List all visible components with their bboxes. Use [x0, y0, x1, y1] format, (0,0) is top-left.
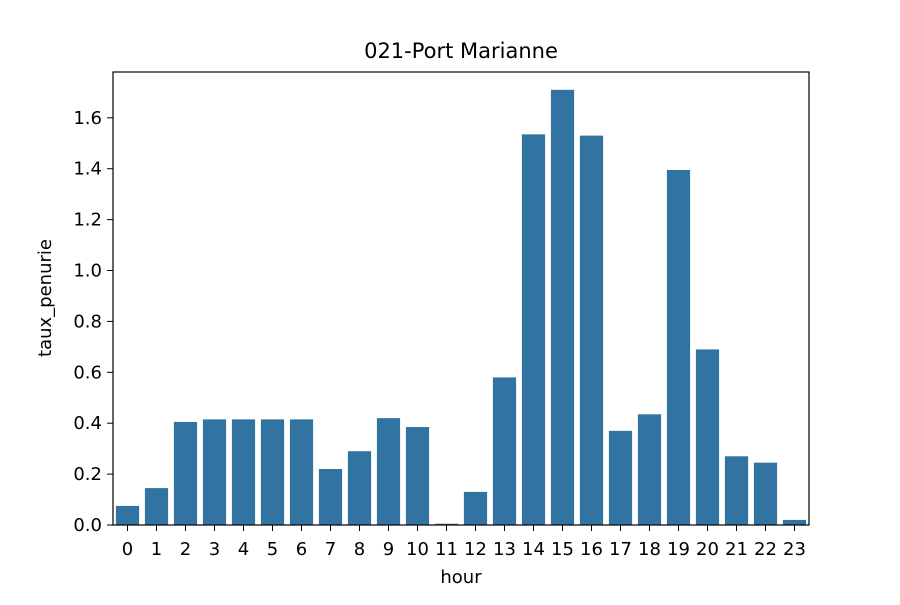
x-tick-label: 7	[325, 539, 336, 560]
bar-hour-7	[318, 469, 343, 525]
x-tick-label: 5	[267, 539, 278, 560]
bar-hour-1	[144, 488, 169, 525]
x-tick-label: 14	[522, 539, 545, 560]
bar-hour-3	[202, 419, 227, 525]
bar-hour-15	[550, 89, 575, 525]
x-tick-label: 9	[383, 539, 394, 560]
bar-hour-17	[608, 430, 633, 525]
bar-hour-16	[579, 135, 604, 525]
bar-hour-10	[405, 427, 430, 525]
x-tick-label: 6	[296, 539, 307, 560]
x-tick-label: 11	[435, 539, 458, 560]
y-tick-label: 1.0	[73, 261, 102, 282]
bar-hour-12	[463, 491, 488, 525]
x-tick-label: 17	[609, 539, 632, 560]
bar-hour-11	[434, 523, 459, 525]
x-tick-label: 2	[180, 539, 191, 560]
bar-hour-22	[753, 462, 778, 525]
y-tick-label: 0.4	[73, 413, 102, 434]
bar-hour-19	[666, 169, 691, 526]
bar-hour-5	[260, 419, 285, 525]
y-axis: 0.0 0.2 0.4 0.6 0.8 1.0 1.2 1.4 1.6	[73, 108, 113, 536]
x-tick-label: 4	[238, 539, 249, 560]
x-tick-label: 16	[580, 539, 603, 560]
x-tick-label: 19	[667, 539, 690, 560]
y-tick-label: 1.6	[73, 108, 102, 129]
x-axis: 0 1 2 3 4 5 6 7 8 9 10 11 12 13 14 15 16 17 18 19 20 21 22 23	[122, 525, 806, 560]
bar-hour-18	[637, 414, 662, 525]
bar-hour-9	[376, 418, 401, 525]
y-tick-label: 1.4	[73, 159, 102, 180]
x-tick-label: 10	[406, 539, 429, 560]
y-tick-label: 1.2	[73, 210, 102, 231]
y-tick-label: 0.0	[73, 515, 102, 536]
bar-hour-14	[521, 134, 546, 525]
x-tick-label: 15	[551, 539, 574, 560]
x-tick-label: 1	[151, 539, 162, 560]
y-tick-label: 0.6	[73, 362, 102, 383]
bar-hour-6	[289, 419, 314, 525]
plot-frame	[112, 71, 810, 526]
bar-hour-20	[695, 349, 720, 525]
bar-hour-8	[347, 451, 372, 525]
x-tick-label: 22	[754, 539, 777, 560]
y-axis-label: taux_penurie	[35, 239, 56, 357]
bar-hour-2	[173, 421, 198, 525]
x-axis-label: hour	[440, 567, 482, 588]
bar-hour-0	[115, 505, 140, 525]
bar-hour-13	[492, 377, 517, 525]
y-tick-label: 0.8	[73, 311, 102, 332]
bar-hour-21	[724, 456, 749, 525]
x-tick-label: 8	[354, 539, 365, 560]
x-tick-label: 13	[493, 539, 516, 560]
bar-hour-23	[782, 519, 807, 525]
x-tick-label: 12	[464, 539, 487, 560]
x-tick-label: 23	[783, 539, 806, 560]
chart-title: 021-Port Marianne	[364, 39, 558, 63]
y-tick-label: 0.2	[73, 464, 102, 485]
x-tick-label: 21	[725, 539, 748, 560]
x-tick-label: 18	[638, 539, 661, 560]
bars-group	[115, 89, 807, 526]
x-tick-label: 0	[122, 539, 133, 560]
bar-hour-4	[231, 419, 256, 525]
x-tick-label: 20	[696, 539, 719, 560]
x-tick-label: 3	[209, 539, 220, 560]
